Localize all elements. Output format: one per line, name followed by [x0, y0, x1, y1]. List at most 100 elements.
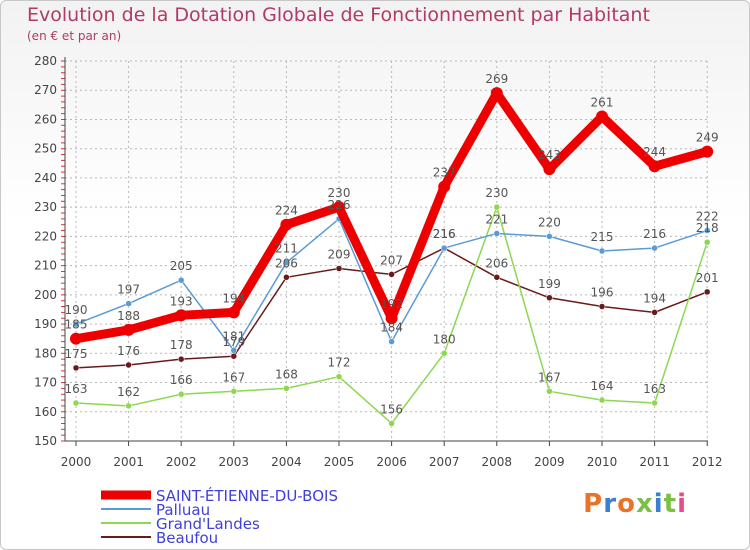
y-tick-label: 260 — [34, 112, 57, 126]
x-tick-label: 2000 — [61, 455, 92, 469]
data-point — [701, 145, 714, 158]
x-tick-label: 2004 — [271, 455, 302, 469]
y-tick-label: 150 — [34, 434, 57, 448]
data-point — [72, 364, 80, 372]
data-point — [388, 338, 395, 345]
data-label: 205 — [170, 259, 193, 273]
x-tick-label: 2008 — [482, 455, 513, 469]
data-label: 220 — [538, 215, 561, 229]
data-point — [703, 288, 711, 296]
data-point — [598, 303, 606, 310]
legend-label: Grand'Landes — [156, 515, 260, 533]
data-label: 226 — [328, 198, 351, 212]
x-tick-label: 2011 — [639, 455, 670, 469]
data-label: 206 — [485, 256, 508, 270]
data-label: 261 — [591, 96, 614, 110]
data-label: 216 — [433, 227, 456, 241]
data-point — [493, 274, 501, 281]
data-label: 215 — [591, 230, 614, 244]
data-point — [651, 309, 658, 316]
x-tick-label: 2010 — [587, 455, 618, 469]
data-point — [546, 388, 553, 395]
data-point — [598, 247, 606, 255]
data-point — [438, 180, 451, 193]
data-point — [175, 309, 188, 322]
data-point — [440, 350, 448, 357]
y-tick-label: 210 — [34, 259, 57, 273]
x-tick-label: 2003 — [219, 455, 250, 469]
data-label: 193 — [170, 294, 193, 308]
data-label: 185 — [65, 318, 88, 332]
data-point — [598, 396, 606, 404]
data-point — [72, 320, 80, 328]
data-point — [70, 332, 82, 345]
y-tick-label: 200 — [34, 288, 57, 302]
data-label: 196 — [591, 286, 614, 300]
chart-subtitle: (en € et par an) — [27, 29, 122, 43]
data-point — [227, 306, 240, 319]
data-label: 230 — [328, 186, 351, 200]
data-point — [703, 227, 711, 234]
data-label: 167 — [222, 370, 245, 384]
y-tick-label: 230 — [34, 200, 57, 214]
data-point — [280, 218, 293, 231]
data-point — [283, 274, 290, 281]
data-label: 197 — [117, 283, 140, 297]
data-label: 168 — [275, 367, 298, 381]
y-tick-label: 170 — [34, 376, 57, 390]
data-point — [333, 201, 345, 214]
data-label: 211 — [275, 242, 298, 256]
y-tick-label: 240 — [34, 171, 57, 185]
data-point — [543, 163, 556, 176]
data-label: 201 — [696, 271, 719, 285]
data-label: 230 — [485, 186, 508, 200]
data-point — [703, 238, 711, 246]
data-point — [335, 373, 343, 380]
data-label: 199 — [538, 277, 561, 291]
data-point — [385, 312, 398, 325]
data-label: 218 — [696, 221, 719, 235]
data-label: 179 — [222, 335, 245, 349]
data-point — [177, 355, 185, 363]
brand-logo: Proxiti — [583, 489, 687, 519]
data-label: 178 — [170, 338, 193, 352]
data-label: 243 — [538, 148, 561, 162]
data-point — [283, 385, 290, 392]
data-label: 207 — [380, 253, 403, 267]
data-point — [388, 271, 395, 278]
x-tick-label: 2007 — [429, 455, 460, 469]
y-tick-label: 270 — [34, 83, 57, 97]
data-label: 190 — [65, 303, 88, 317]
y-tick-label: 160 — [34, 405, 57, 419]
data-label: 237 — [433, 166, 456, 180]
data-label: 216 — [643, 227, 666, 241]
data-point — [230, 352, 238, 360]
data-point — [125, 300, 132, 307]
data-label: 249 — [696, 131, 719, 145]
data-label: 269 — [485, 72, 508, 86]
data-point — [490, 87, 503, 100]
data-label: 224 — [275, 204, 298, 218]
data-point — [335, 265, 343, 272]
data-label: 221 — [485, 212, 508, 226]
data-label: 175 — [65, 347, 88, 361]
data-point — [493, 230, 501, 237]
data-label: 162 — [117, 385, 140, 399]
y-tick-label: 180 — [34, 346, 57, 360]
data-label: 167 — [538, 370, 561, 384]
data-point — [125, 361, 132, 369]
data-point — [230, 388, 238, 395]
data-point — [388, 420, 395, 427]
x-tick-label: 2012 — [692, 455, 723, 469]
data-label: 206 — [275, 256, 298, 270]
data-label: 181 — [222, 329, 245, 343]
legend-label: SAINT-ÉTIENNE-DU-BOIS — [156, 486, 338, 505]
data-point — [596, 110, 608, 123]
data-label: 163 — [65, 382, 88, 396]
data-point — [230, 347, 238, 354]
x-tick-label: 2009 — [534, 455, 565, 469]
y-tick-label: 280 — [34, 54, 57, 68]
y-tick-label: 190 — [34, 317, 57, 331]
